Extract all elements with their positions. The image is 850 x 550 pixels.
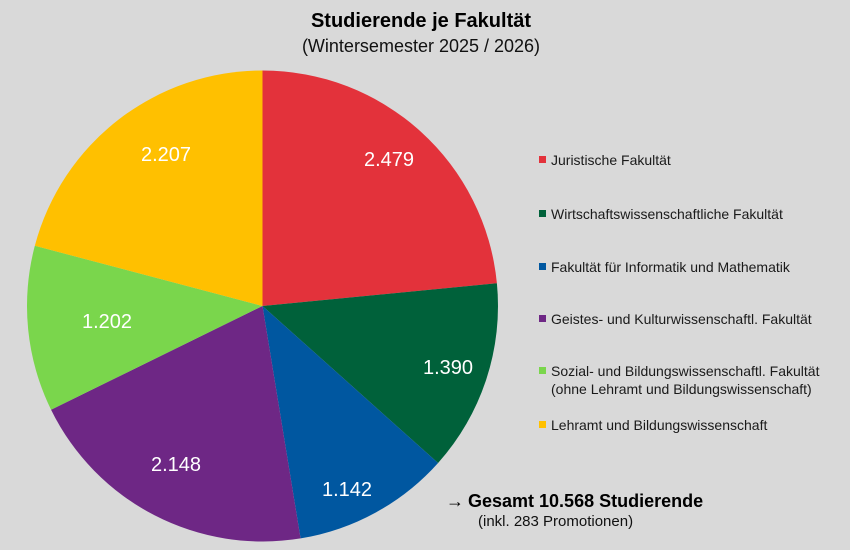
legend-swatch-icon bbox=[539, 263, 546, 270]
pie-slice-wirtschaft bbox=[262, 283, 499, 463]
legend-item-wirtschaft: Wirtschaftswissenschaftliche Fakultät bbox=[539, 205, 783, 223]
legend-swatch-icon bbox=[539, 367, 546, 374]
chart-title: Studierende je Fakultät bbox=[310, 10, 532, 32]
legend-item-sozial: Sozial- und Bildungswissenschaftl. Fakul… bbox=[539, 362, 819, 398]
legend-swatch-icon bbox=[539, 315, 546, 322]
legend-label: Sozial- und Bildungswissenschaftl. Fakul… bbox=[551, 363, 820, 397]
legend-label: Geistes- und Kulturwissenschaftl. Fakult… bbox=[551, 311, 812, 327]
legend-item-juristische: Juristische Fakultät bbox=[539, 151, 671, 169]
total-promotions-note: (inkl. 283 Promotionen) bbox=[478, 513, 634, 530]
legend-label: Wirtschaftswissenschaftliche Fakultät bbox=[551, 206, 783, 222]
legend-label: Juristische Fakultät bbox=[551, 152, 671, 168]
arrow-right-icon: → bbox=[446, 491, 464, 511]
chart-subtitle: (Wintersemester 2025 / 2026) bbox=[301, 36, 541, 56]
total-students: Gesamt 10.568 Studierende bbox=[468, 491, 704, 511]
legend-label: Fakultät für Informatik und Mathematik bbox=[551, 259, 790, 275]
legend-swatch-icon bbox=[539, 210, 546, 217]
chart-legend: Juristische Fakultät Wirtschaftswissensc… bbox=[539, 0, 849, 550]
slice-label-juristische: 2.479 bbox=[363, 149, 415, 171]
legend-item-informatik: Fakultät für Informatik und Mathematik bbox=[539, 258, 790, 276]
slice-label-lehramt: 2.207 bbox=[140, 144, 192, 166]
pie-slice-juristische bbox=[262, 70, 497, 306]
slice-label-geistes: 2.148 bbox=[150, 454, 202, 476]
legend-item-lehramt: Lehramt und Bildungswissenschaft bbox=[539, 416, 767, 434]
pie-slice-geistes bbox=[51, 306, 301, 542]
pie-slice-informatik bbox=[262, 306, 439, 539]
slice-label-informatik: 1.142 bbox=[321, 479, 373, 501]
slice-label-sozial: 1.202 bbox=[81, 311, 133, 333]
legend-item-geistes: Geistes- und Kulturwissenschaftl. Fakult… bbox=[539, 310, 812, 328]
pie-slice-lehramt bbox=[34, 70, 263, 306]
total-annotation: → Gesamt 10.568 Studierende (inkl. 283 Pr… bbox=[446, 490, 703, 531]
legend-swatch-icon bbox=[539, 156, 546, 163]
slice-label-wirtschaft: 1.390 bbox=[422, 357, 474, 379]
legend-swatch-icon bbox=[539, 421, 546, 428]
legend-label: Lehramt und Bildungswissenschaft bbox=[551, 417, 768, 433]
pie-slice-sozial bbox=[26, 245, 263, 410]
